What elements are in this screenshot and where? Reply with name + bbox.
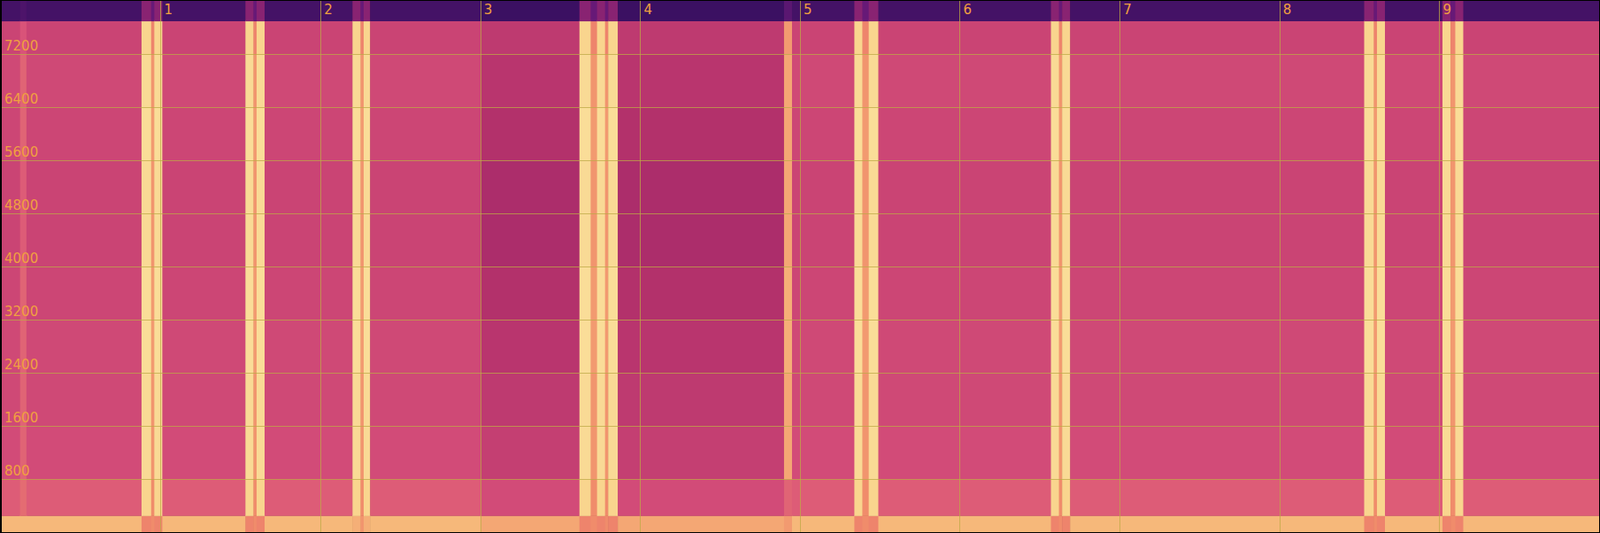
svg-text:7: 7 xyxy=(1123,1,1132,18)
svg-text:4000: 4000 xyxy=(4,250,39,267)
svg-text:2: 2 xyxy=(323,1,333,18)
svg-text:5: 5 xyxy=(803,1,813,18)
svg-text:4: 4 xyxy=(643,1,653,18)
svg-text:5600: 5600 xyxy=(4,144,39,161)
svg-text:3200: 3200 xyxy=(4,303,39,320)
svg-text:6: 6 xyxy=(963,1,973,18)
svg-text:2400: 2400 xyxy=(4,356,39,373)
svg-text:3: 3 xyxy=(484,1,493,18)
svg-text:9: 9 xyxy=(1442,1,1452,18)
svg-text:800: 800 xyxy=(4,462,31,479)
svg-text:4800: 4800 xyxy=(4,197,39,214)
svg-text:8: 8 xyxy=(1283,1,1293,18)
svg-text:6400: 6400 xyxy=(4,91,39,108)
svg-text:1: 1 xyxy=(164,1,174,18)
svg-text:1600: 1600 xyxy=(4,409,39,426)
svg-text:7200: 7200 xyxy=(4,38,39,54)
